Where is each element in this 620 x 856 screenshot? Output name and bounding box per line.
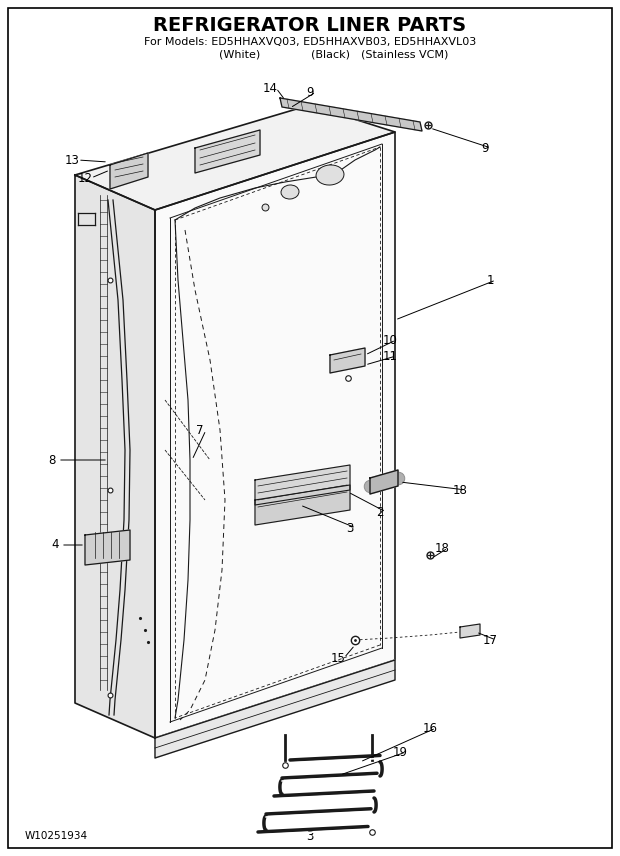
Text: 3: 3 — [306, 829, 314, 842]
Text: 14: 14 — [262, 81, 278, 94]
Polygon shape — [155, 132, 395, 738]
Polygon shape — [280, 98, 422, 131]
Ellipse shape — [316, 165, 344, 185]
Text: (Stainless VCM): (Stainless VCM) — [361, 49, 449, 59]
Ellipse shape — [281, 185, 299, 199]
Text: 7: 7 — [197, 424, 204, 437]
Polygon shape — [460, 624, 480, 638]
Text: 9: 9 — [481, 141, 489, 154]
Text: 3: 3 — [347, 521, 353, 534]
Text: W10251934: W10251934 — [25, 831, 88, 841]
Text: 12: 12 — [78, 171, 92, 185]
Text: 16: 16 — [422, 722, 438, 734]
Text: (Black): (Black) — [311, 49, 350, 59]
Text: eReplacementParts.com: eReplacementParts.com — [225, 423, 395, 437]
Polygon shape — [195, 130, 260, 173]
Text: 4: 4 — [51, 538, 59, 551]
Polygon shape — [75, 105, 395, 210]
Text: 8: 8 — [48, 454, 56, 467]
Polygon shape — [370, 470, 398, 494]
Text: 2: 2 — [376, 506, 384, 519]
Text: 15: 15 — [330, 651, 345, 664]
Polygon shape — [75, 175, 155, 738]
Polygon shape — [110, 153, 148, 189]
Polygon shape — [255, 465, 350, 505]
Text: For Models: ED5HHAXVQ03, ED5HHAXVB03, ED5HHAXVL03: For Models: ED5HHAXVQ03, ED5HHAXVB03, ED… — [144, 37, 476, 47]
Text: (White): (White) — [219, 49, 260, 59]
Text: 10: 10 — [383, 334, 397, 347]
Text: 13: 13 — [64, 153, 79, 167]
Polygon shape — [330, 348, 365, 373]
Text: 18: 18 — [453, 484, 467, 496]
Text: 11: 11 — [383, 349, 397, 362]
Text: 17: 17 — [482, 633, 497, 646]
Polygon shape — [85, 530, 130, 565]
Text: 18: 18 — [435, 542, 449, 555]
Polygon shape — [255, 485, 350, 525]
Text: REFRIGERATOR LINER PARTS: REFRIGERATOR LINER PARTS — [153, 15, 467, 34]
Text: 1: 1 — [486, 274, 494, 287]
Text: 19: 19 — [392, 746, 407, 758]
Text: 9: 9 — [306, 86, 314, 98]
Polygon shape — [155, 660, 395, 758]
